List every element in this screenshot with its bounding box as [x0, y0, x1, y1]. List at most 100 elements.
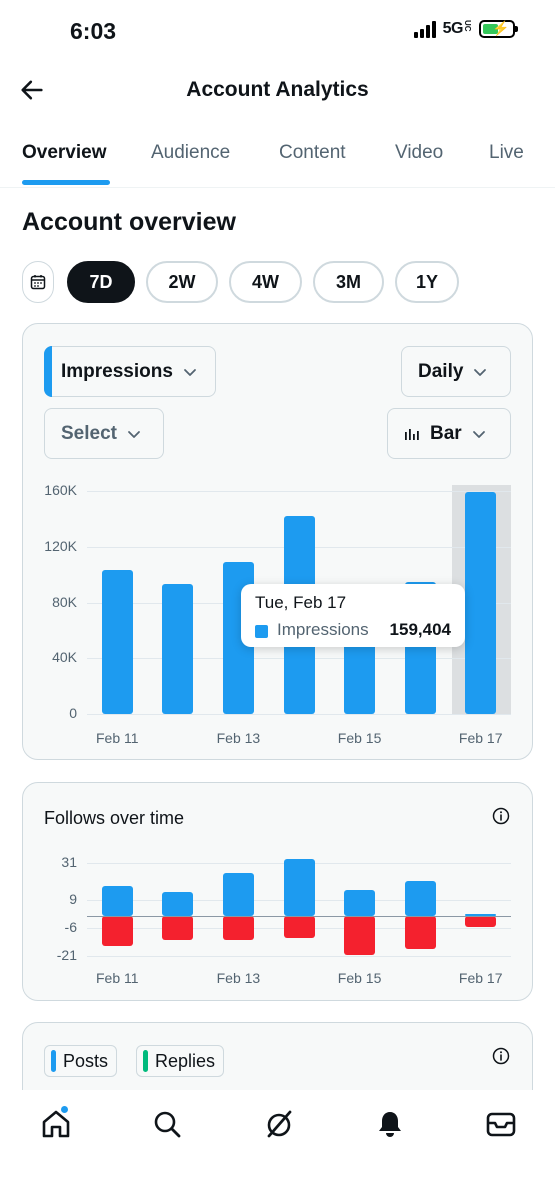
range-3m-button[interactable]: 3M	[313, 261, 384, 303]
chevron-down-icon	[472, 430, 485, 438]
y-tick-label: 40K	[52, 649, 77, 666]
chevron-down-icon	[184, 368, 196, 376]
interval-dropdown[interactable]: Daily	[401, 346, 511, 397]
bar-chart-icon	[405, 428, 419, 440]
calendar-icon	[30, 275, 46, 290]
chart-type-dropdown-label: Bar	[430, 422, 462, 444]
tooltip-date: Tue, Feb 17	[255, 593, 347, 612]
tab-overview[interactable]: Overview	[22, 142, 107, 163]
x-tick-label: Feb 13	[216, 730, 261, 746]
posts-swatch	[51, 1050, 56, 1072]
header: Account Analytics	[0, 62, 555, 118]
signal-icon	[413, 20, 436, 38]
x-tick-label: Feb 11	[96, 730, 139, 746]
follows-card: Follows over time 31 9 -6 -21 Feb 11 Feb 13 Fe…	[22, 782, 533, 1001]
status-time: 6:03	[70, 18, 117, 44]
compare-dropdown[interactable]: Select	[44, 408, 164, 459]
y-tick-label: 31	[61, 854, 77, 870]
range-1y-button[interactable]: 1Y	[395, 261, 459, 303]
unfollows-bar	[404, 916, 436, 950]
gridline	[87, 956, 511, 957]
tab-audience[interactable]: Audience	[151, 142, 231, 163]
messages-icon[interactable]	[485, 1108, 517, 1140]
range-7d-button[interactable]: 7D	[67, 261, 135, 303]
y-tick-label: -21	[56, 947, 77, 963]
y-tick-label: 0	[69, 705, 77, 721]
legend-replies-label: Replies	[155, 1050, 216, 1071]
date-range-selector: 7D 2W 4W 3M 1Y	[22, 261, 459, 303]
calendar-button[interactable]	[22, 261, 54, 303]
info-icon[interactable]	[492, 807, 510, 825]
notifications-icon[interactable]	[374, 1108, 406, 1140]
chart-type-dropdown[interactable]: Bar	[387, 408, 511, 459]
gridline	[87, 714, 511, 715]
legend-posts-label: Posts	[63, 1050, 109, 1071]
follows-bar	[465, 914, 497, 916]
follows-bar	[283, 858, 315, 916]
tooltip-series: Impressions	[277, 620, 369, 639]
x-tick-label: Feb 11	[96, 970, 139, 986]
tab-video[interactable]: Video	[395, 142, 444, 163]
zero-line	[87, 916, 511, 917]
chevron-down-icon	[128, 430, 140, 438]
home-icon[interactable]	[40, 1108, 72, 1140]
back-arrow-icon[interactable]	[18, 76, 46, 104]
legend-replies[interactable]: Replies	[136, 1045, 225, 1077]
tooltip-value: 159,404	[389, 620, 451, 639]
y-tick-label: 80K	[52, 593, 77, 610]
compare-dropdown-label: Select	[61, 422, 117, 444]
gridline	[87, 491, 511, 492]
y-tick-label: 9	[69, 891, 77, 907]
active-tab-indicator	[22, 180, 110, 185]
metric-dropdown[interactable]: Impressions	[44, 346, 216, 397]
range-4w-button[interactable]: 4W	[229, 261, 302, 303]
follows-card-title: Follows over time	[44, 808, 185, 828]
follows-bar	[344, 890, 376, 916]
unfollows-bar	[222, 916, 254, 941]
unfollows-bar	[465, 916, 497, 928]
tab-bar: Overview Audience Content Video Live	[0, 128, 555, 188]
y-tick-label: 120K	[44, 537, 77, 554]
unfollows-bar	[283, 916, 315, 939]
status-bar: 6:03 5G UC ⚡	[0, 0, 555, 60]
metric-dropdown-label: Impressions	[61, 360, 173, 382]
x-tick-label: Feb 13	[216, 970, 261, 986]
network-type: 5G	[442, 20, 464, 37]
follows-bar	[404, 880, 436, 916]
search-icon[interactable]	[151, 1108, 183, 1140]
x-tick-label: Feb 17	[458, 730, 503, 746]
unfollows-bar	[162, 916, 194, 941]
y-tick-label: -6	[64, 919, 77, 935]
grok-icon[interactable]	[263, 1108, 295, 1140]
status-icons: 5G UC ⚡	[413, 20, 518, 38]
tab-content[interactable]: Content	[279, 142, 346, 163]
tooltip-swatch	[255, 625, 268, 638]
x-tick-label: Feb 15	[337, 730, 382, 746]
battery-icon: ⚡	[479, 20, 518, 38]
chevron-down-icon	[474, 368, 487, 376]
range-2w-button[interactable]: 2W	[146, 261, 218, 303]
metric-color-swatch	[44, 346, 52, 397]
impressions-chart: 0 40K 80K 120K 160K Feb 11 Feb 13 Feb 15 Feb 17	[23, 324, 534, 761]
legend-posts[interactable]: Posts	[44, 1045, 118, 1077]
bottom-nav	[0, 1090, 555, 1200]
impressions-card: Impressions Daily Select Bar 0 40K 80K 120K…	[22, 323, 533, 760]
home-notification-dot	[60, 1105, 69, 1114]
section-title: Account overview	[22, 208, 236, 236]
page-title: Account Analytics	[186, 78, 369, 101]
info-icon[interactable]	[492, 1047, 510, 1065]
follows-bar	[101, 886, 133, 916]
tab-live[interactable]: Live	[489, 142, 524, 163]
x-tick-label: Feb 17	[458, 970, 503, 986]
follows-chart: 31 9 -6 -21 Feb 11 Feb 13 Feb 15 Feb 17	[23, 783, 534, 1002]
impressions-bar	[101, 570, 133, 714]
y-tick-label: 160K	[44, 482, 77, 498]
x-tick-label: Feb 15	[337, 970, 382, 986]
network-suffix: UC	[463, 20, 472, 32]
replies-swatch	[143, 1050, 148, 1072]
chart-tooltip: Tue, Feb 17 Impressions 159,404	[241, 584, 465, 647]
impressions-bar	[162, 584, 194, 714]
follows-bar	[162, 891, 194, 916]
follows-bar	[222, 873, 254, 916]
impressions-bar	[465, 491, 497, 714]
